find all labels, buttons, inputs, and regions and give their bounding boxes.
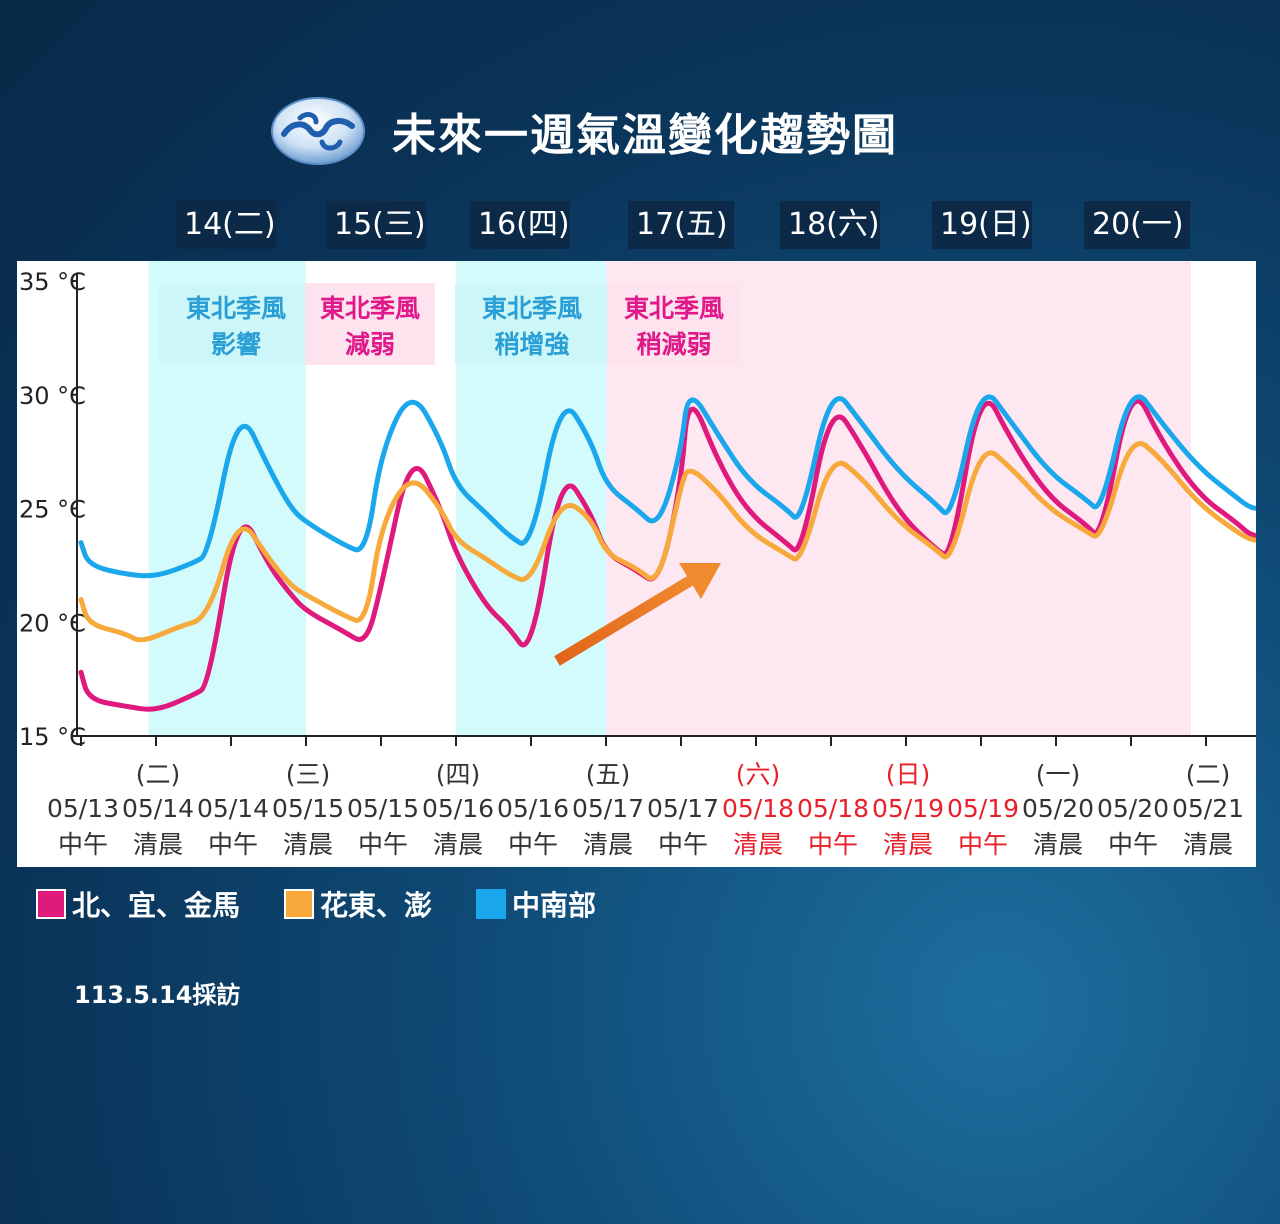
series-lines [78,394,1269,712]
day-tab-15: 15(三) [326,201,426,249]
day-tab-19: 19(日) [932,201,1032,249]
annotation-line2-1: 減弱 [345,330,395,359]
x-time-label-5: 清晨 [433,830,483,859]
legend: 北、宜、金馬 花東、澎 中南部 [36,884,640,924]
x-date-label-7: 05/17 [572,794,644,823]
x-time-label-9: 清晨 [733,830,783,859]
x-date-label-8: 05/17 [647,794,719,823]
y-tick-label-4: 15 °C [19,723,86,751]
x-time-label-15: 清晨 [1183,830,1233,859]
x-time-label-0: 中午 [58,830,108,859]
x-weekday-label-1: (二) [136,760,181,789]
x-date-label-12: 05/19 [947,794,1019,823]
legend-swatch-east [284,889,315,919]
x-weekday-label-5: (四) [436,760,481,789]
x-time-label-6: 中午 [508,830,558,859]
x-date-label-13: 05/20 [1022,794,1094,823]
x-time-label-2: 中午 [208,830,258,859]
x-weekday-label-15: (二) [1186,760,1231,789]
x-date-label-10: 05/18 [797,794,869,823]
y-tick-label-3: 20 °C [19,609,86,637]
day-tab-17: 17(五) [628,201,734,249]
x-date-label-6: 05/16 [497,794,569,823]
annotation-line1-1: 東北季風 [320,294,420,323]
y-tick-label-1: 30 °C [19,382,86,410]
x-weekday-label-13: (一) [1036,760,1081,789]
x-time-label-12: 中午 [958,830,1008,859]
x-date-label-4: 05/15 [347,794,419,823]
x-weekday-label-11: (日) [886,760,931,789]
footnote: 113.5.14採訪 [74,981,241,1009]
x-date-label-1: 05/14 [122,794,194,823]
legend-swatch-south [476,889,507,919]
day-tab-14: 14(二) [176,201,276,249]
annotation-line1-3: 東北季風 [624,294,724,323]
legend-item-south: 中南部 [476,884,596,924]
series-line-2 [78,394,1269,579]
cwa-logo-icon [271,97,365,165]
x-time-label-11: 清晨 [883,830,933,859]
day-tab-20: 20(一) [1084,201,1190,249]
x-time-label-8: 中午 [658,830,708,859]
x-weekday-label-9: (六) [736,760,781,789]
y-tick-label-2: 25 °C [19,496,86,524]
legend-label-north: 北、宜、金馬 [72,889,241,922]
x-time-label-10: 中午 [808,830,858,859]
series-line-1 [78,441,1269,643]
trend-arrow-head [679,563,721,599]
y-tick-label-0: 35 °C [19,268,86,296]
x-time-label-13: 清晨 [1033,830,1083,859]
x-tick-labels: 05/13 中午 (二) 05/14 清晨 05/14 中午 (三) 05/15 清晨 05/15 中… [47,760,1244,859]
trend-arrow [554,563,721,666]
annotation-box-0 [159,283,313,365]
legend-item-east: 花東、澎 [284,884,432,924]
x-date-label-5: 05/16 [422,794,494,823]
title-row: 未來一週氣溫變化趨勢圖 [270,92,898,170]
x-date-label-14: 05/20 [1097,794,1169,823]
x-weekday-label-3: (三) [286,760,331,789]
day-tab-18: 18(六) [780,201,880,249]
legend-item-north: 北、宜、金馬 [36,884,240,924]
legend-label-south: 中南部 [512,889,597,922]
x-time-label-3: 清晨 [283,830,333,859]
x-date-label-11: 05/19 [872,794,944,823]
annotation-line2-0: 影響 [211,330,261,359]
legend-label-east: 花東、澎 [320,889,433,922]
axes: 35 °C 30 °C 25 °C 20 °C 15 °C [19,268,1256,751]
x-weekday-label-7: (五) [586,760,631,789]
x-time-label-14: 中午 [1108,830,1158,859]
trend-arrow-shaft [554,574,696,666]
x-time-label-4: 中午 [358,830,408,859]
x-time-label-1: 清晨 [133,830,183,859]
annotation-line1-2: 東北季風 [482,294,582,323]
annotation-line2-3: 稍減弱 [636,330,711,359]
x-date-label-3: 05/15 [272,794,344,823]
page-title: 未來一週氣溫變化趨勢圖 [392,110,898,161]
day-tab-16: 16(四) [470,201,570,249]
legend-swatch-north [36,889,66,919]
x-date-label-9: 05/18 [722,794,794,823]
annotation-box-2 [455,283,609,365]
annotation-box-1 [305,283,435,365]
annotation-line1-0: 東北季風 [186,294,286,323]
chart-panel: 東北季風影響 東北季風減弱 東北季風稍增強 東北季風稍減弱 35 °C 30 °C 25 … [17,261,1269,867]
x-date-label-2: 05/14 [197,794,269,823]
x-date-label-15: 05/21 [1172,794,1244,823]
annotation-line2-2: 稍增強 [494,330,569,359]
x-date-label-0: 05/13 [47,794,119,823]
annotation-box-3 [607,283,741,365]
x-time-label-7: 清晨 [583,830,633,859]
